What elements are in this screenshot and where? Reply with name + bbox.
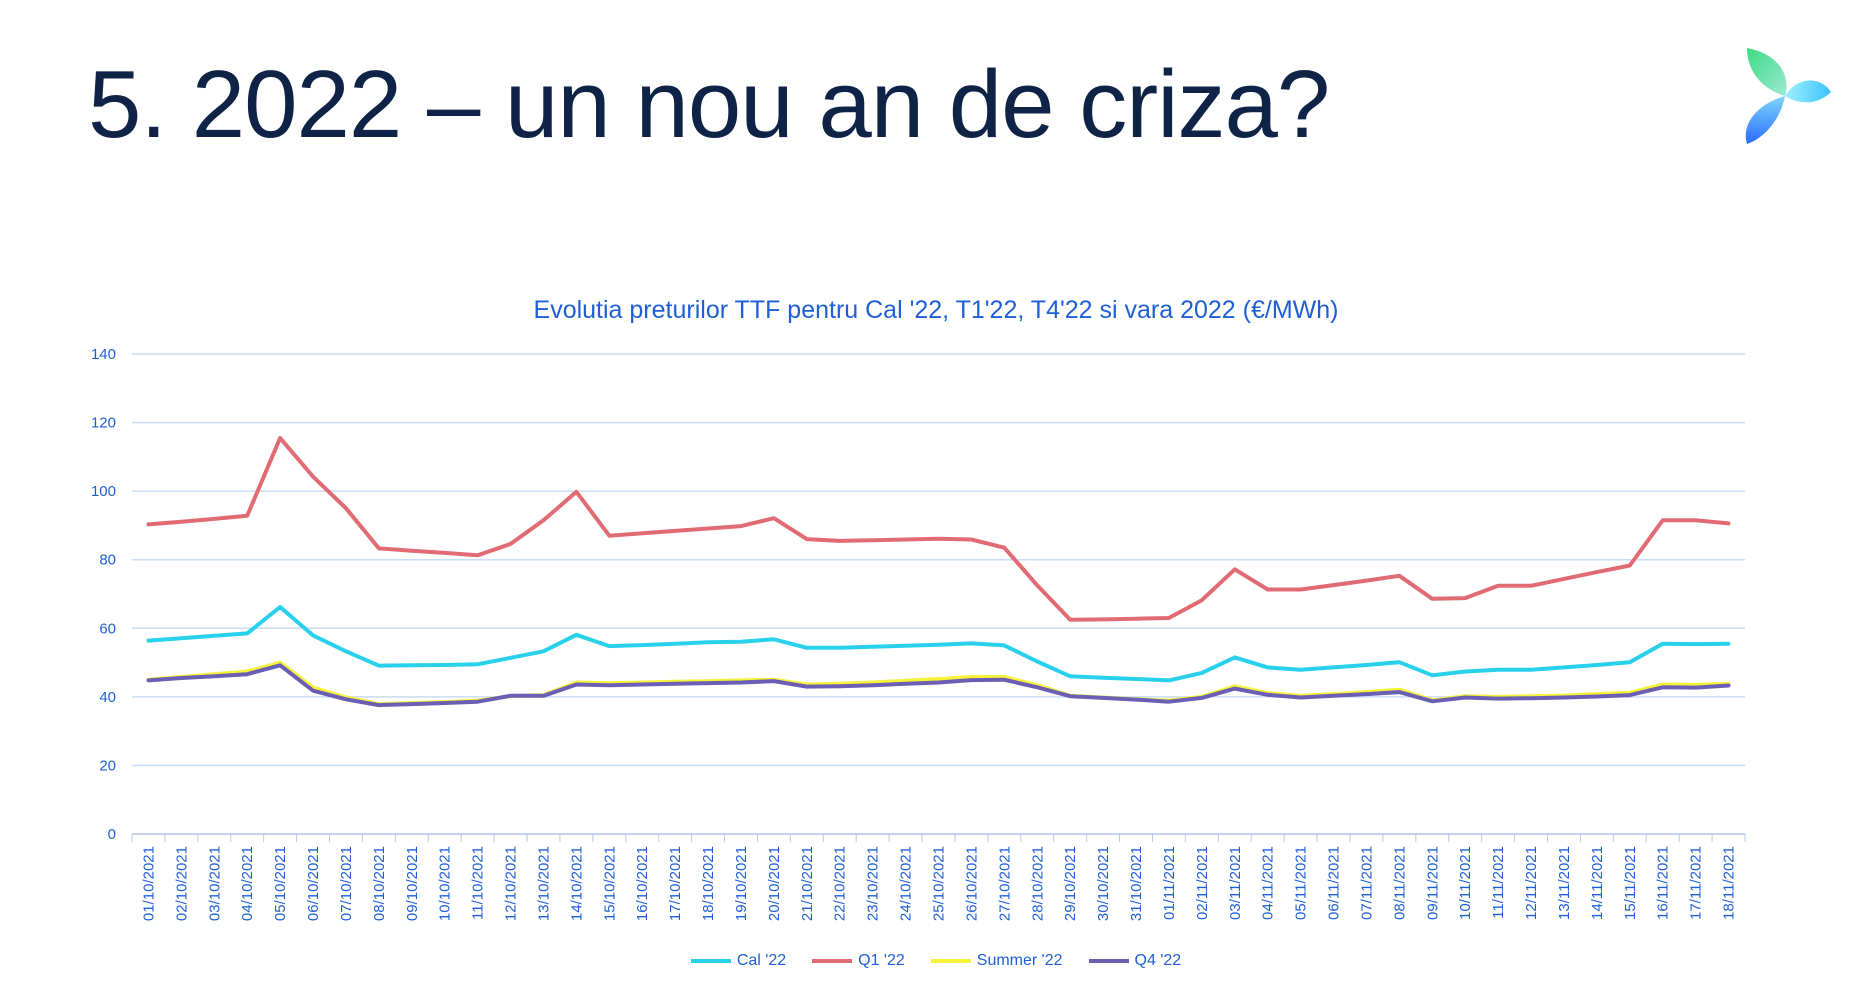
x-tick-label: 17/10/2021: [667, 846, 684, 921]
company-logo: [1745, 48, 1831, 144]
x-tick-label: 24/10/2021: [898, 846, 915, 921]
x-tick-label: 16/10/2021: [634, 846, 651, 921]
x-tick-label: 07/10/2021: [338, 846, 355, 921]
x-tick-label: 10/11/2021: [1457, 846, 1474, 920]
x-tick-label: 08/11/2021: [1391, 846, 1408, 920]
x-tick-label: 06/10/2021: [305, 846, 322, 921]
series-line-0: [146, 605, 1731, 683]
x-tick-label: 12/10/2021: [503, 846, 520, 921]
x-tick-label: 27/10/2021: [996, 846, 1013, 921]
x-tick-label: 13/11/2021: [1556, 846, 1573, 920]
x-tick-label: 06/11/2021: [1326, 846, 1343, 920]
x-tick-label: 18/11/2021: [1721, 846, 1738, 920]
x-tick-label: 26/10/2021: [963, 846, 980, 921]
x-tick-label: 18/10/2021: [700, 846, 717, 921]
legend-item: Q4 '22: [1088, 952, 1182, 970]
x-tick-label: 01/10/2021: [140, 846, 157, 921]
x-tick-label: 23/10/2021: [865, 846, 882, 921]
y-tick-label: 80: [99, 552, 116, 569]
chart-legend: Cal '22 Q1 '22 Summer '22 Q4 '22: [0, 952, 1872, 970]
y-tick-label: 60: [99, 620, 116, 637]
y-tick-label: 0: [108, 826, 116, 843]
x-tick-label: 02/10/2021: [173, 846, 190, 921]
x-tick-label: 16/11/2021: [1655, 846, 1672, 920]
x-tick-label: 31/10/2021: [1128, 846, 1145, 921]
x-tick-label: 10/10/2021: [437, 846, 454, 921]
x-tick-label: 05/11/2021: [1293, 846, 1310, 920]
y-tick-label: 140: [91, 346, 116, 363]
x-tick-label: 15/11/2021: [1622, 846, 1639, 920]
x-tick-label: 04/10/2021: [239, 846, 256, 921]
legend-item: Q1 '22: [812, 952, 905, 970]
legend-label: Q1 '22: [858, 952, 905, 969]
legend-label: Summer '22: [976, 952, 1063, 969]
legend-item: Cal '22: [690, 952, 787, 970]
x-tick-label: 02/11/2021: [1194, 846, 1211, 920]
legend-item: Summer '22: [930, 952, 1063, 970]
legend-swatch: [930, 959, 971, 963]
x-tick-label: 07/11/2021: [1358, 846, 1375, 920]
x-tick-label: 25/10/2021: [931, 846, 948, 921]
series-line-3: [146, 663, 1731, 708]
x-tick-label: 30/10/2021: [1095, 846, 1112, 921]
x-tick-label: 11/11/2021: [1490, 846, 1507, 919]
y-tick-label: 100: [91, 483, 116, 500]
x-tick-label: 03/11/2021: [1227, 846, 1244, 920]
x-tick-label: 15/10/2021: [601, 846, 618, 921]
y-tick-label: 40: [99, 689, 116, 706]
x-tick-label: 21/10/2021: [799, 846, 816, 921]
x-tick-label: 14/11/2021: [1589, 846, 1606, 920]
x-tick-label: 04/11/2021: [1260, 846, 1277, 920]
x-tick-label: 13/10/2021: [535, 846, 552, 921]
x-tick-label: 19/10/2021: [733, 846, 750, 921]
x-tick-label: 09/11/2021: [1424, 846, 1441, 920]
x-tick-label: 09/10/2021: [404, 846, 421, 921]
y-tick-label: 20: [99, 757, 116, 774]
x-tick-label: 11/10/2021: [470, 846, 487, 920]
legend-swatch: [812, 959, 853, 963]
x-tick-label: 03/10/2021: [206, 846, 223, 921]
x-tick-label: 17/11/2021: [1688, 846, 1705, 920]
legend-swatch: [1088, 959, 1129, 963]
legend-label: Cal '22: [736, 952, 787, 969]
chart-title: Evolutia preturilor TTF pentru Cal '22, …: [533, 296, 1339, 324]
legend-label: Q4 '22: [1134, 952, 1182, 969]
x-tick-label: 14/10/2021: [568, 846, 585, 921]
slide-title: 5. 2022 – un nou an de criza?: [88, 51, 1330, 158]
x-tick-label: 12/11/2021: [1523, 846, 1540, 920]
x-tick-label: 22/10/2021: [832, 846, 849, 921]
series-line-1: [146, 436, 1731, 622]
x-tick-label: 29/10/2021: [1062, 846, 1079, 921]
x-tick-label: 05/10/2021: [272, 846, 289, 921]
legend-swatch: [690, 959, 731, 963]
x-tick-label: 01/11/2021: [1161, 846, 1178, 920]
x-tick-label: 28/10/2021: [1029, 846, 1046, 921]
x-tick-label: 08/10/2021: [371, 846, 388, 921]
y-tick-label: 120: [91, 415, 116, 432]
x-tick-label: 20/10/2021: [766, 846, 783, 921]
